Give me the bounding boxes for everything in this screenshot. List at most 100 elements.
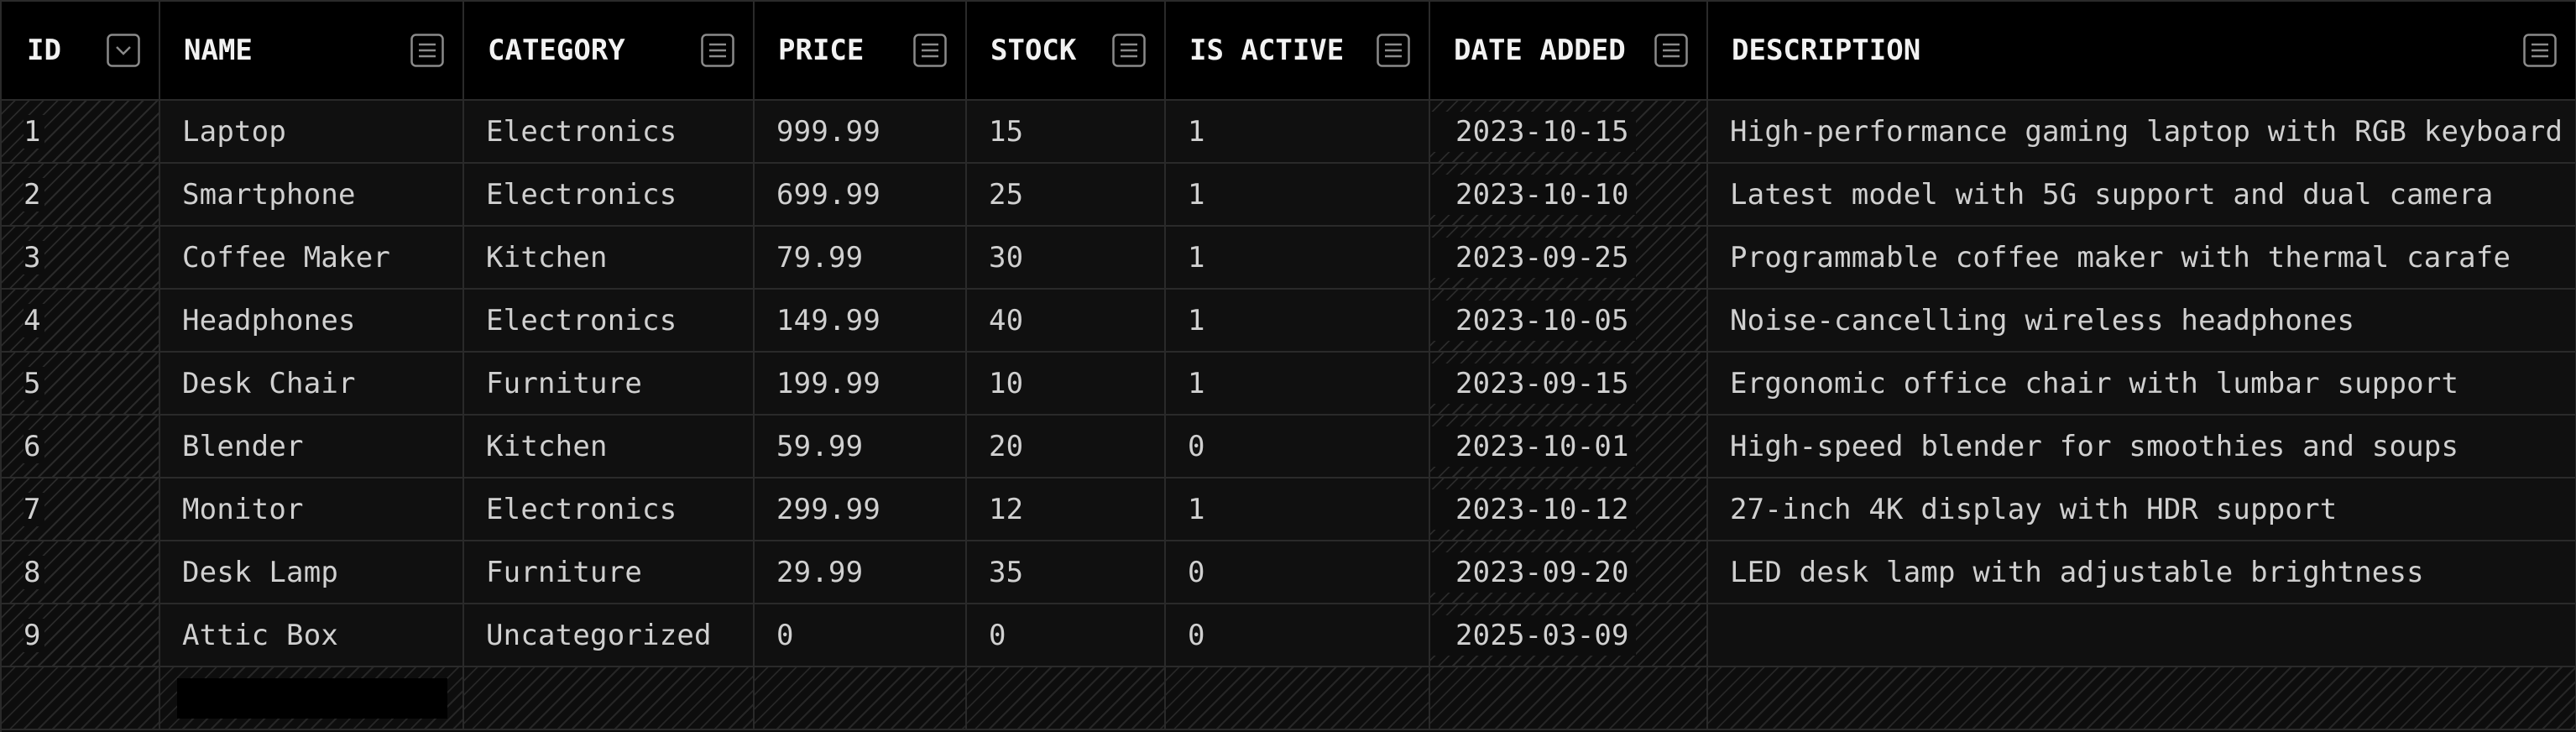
cell-description[interactable]: High-speed blender for smoothies and sou… xyxy=(1707,415,2576,478)
cell-price[interactable]: 999.99 xyxy=(754,100,967,164)
table-row[interactable]: 5 Desk Chair Furniture 199.99 10 1 2023-… xyxy=(2,352,2576,416)
new-row-name-cell[interactable] xyxy=(159,667,464,730)
column-header-category[interactable]: CATEGORY xyxy=(463,2,755,101)
cell-id: 1 xyxy=(2,100,160,164)
cell-is-active[interactable]: 0 xyxy=(1165,415,1430,478)
column-header-id[interactable]: ID xyxy=(2,2,160,101)
cell-is-active[interactable]: 1 xyxy=(1165,163,1430,227)
cell-stock[interactable]: 15 xyxy=(966,100,1166,164)
cell-price[interactable]: 59.99 xyxy=(754,415,967,478)
column-header-label: CATEGORY xyxy=(488,34,625,67)
cell-stock[interactable]: 35 xyxy=(966,541,1166,604)
new-row-id-cell xyxy=(2,667,160,730)
cell-category[interactable]: Electronics xyxy=(463,100,755,164)
cell-id: 3 xyxy=(2,226,160,290)
new-row-date-added-cell[interactable] xyxy=(1429,667,1708,730)
table-row[interactable]: 8 Desk Lamp Furniture 29.99 35 0 2023-09… xyxy=(2,541,2576,604)
new-row-description-cell[interactable] xyxy=(1707,667,2576,730)
cell-id: 6 xyxy=(2,415,160,478)
column-header-price[interactable]: PRICE xyxy=(754,2,967,101)
cell-is-active[interactable]: 0 xyxy=(1165,604,1430,667)
new-row[interactable] xyxy=(2,667,2576,730)
table-row[interactable]: 7 Monitor Electronics 299.99 12 1 2023-1… xyxy=(2,478,2576,541)
column-header-description[interactable]: DESCRIPTION xyxy=(1707,2,2576,101)
new-row-is-active-cell[interactable] xyxy=(1165,667,1430,730)
column-header-label: IS ACTIVE xyxy=(1189,34,1345,67)
column-header-label: NAME xyxy=(184,34,253,67)
cell-name[interactable]: Coffee Maker xyxy=(159,226,464,290)
table-row[interactable]: 2 Smartphone Electronics 699.99 25 1 202… xyxy=(2,163,2576,227)
cell-stock[interactable]: 0 xyxy=(966,604,1166,667)
new-row-price-cell[interactable] xyxy=(754,667,967,730)
column-menu-icon[interactable] xyxy=(410,34,444,67)
cell-price[interactable]: 79.99 xyxy=(754,226,967,290)
cell-stock[interactable]: 40 xyxy=(966,289,1166,353)
cell-stock[interactable]: 10 xyxy=(966,352,1166,416)
cell-stock[interactable]: 30 xyxy=(966,226,1166,290)
chevron-down-icon[interactable] xyxy=(107,34,140,67)
cell-is-active[interactable]: 1 xyxy=(1165,289,1430,353)
cell-category[interactable]: Kitchen xyxy=(463,415,755,478)
table-row[interactable]: 9 Attic Box Uncategorized 0 0 0 2025-03-… xyxy=(2,604,2576,667)
column-header-stock[interactable]: STOCK xyxy=(966,2,1166,101)
cell-id: 5 xyxy=(2,352,160,416)
cell-date-added: 2023-10-05 xyxy=(1429,289,1708,353)
new-row-category-cell[interactable] xyxy=(463,667,755,730)
cell-price[interactable]: 699.99 xyxy=(754,163,967,227)
cell-description[interactable]: 27-inch 4K display with HDR support xyxy=(1707,478,2576,541)
cell-stock[interactable]: 20 xyxy=(966,415,1166,478)
column-menu-icon[interactable] xyxy=(1654,34,1688,67)
table-row[interactable]: 1 Laptop Electronics 999.99 15 1 2023-10… xyxy=(2,100,2576,164)
cell-is-active[interactable]: 1 xyxy=(1165,100,1430,164)
table-row[interactable]: 3 Coffee Maker Kitchen 79.99 30 1 2023-0… xyxy=(2,226,2576,290)
cell-is-active[interactable]: 1 xyxy=(1165,226,1430,290)
column-menu-icon[interactable] xyxy=(1112,34,1146,67)
cell-description[interactable]: Ergonomic office chair with lumbar suppo… xyxy=(1707,352,2576,416)
column-header-label: STOCK xyxy=(990,34,1077,67)
cell-description[interactable]: Programmable coffee maker with thermal c… xyxy=(1707,226,2576,290)
cell-price[interactable]: 29.99 xyxy=(754,541,967,604)
column-header-date-added[interactable]: DATE ADDED xyxy=(1429,2,1708,101)
cell-name[interactable]: Attic Box xyxy=(159,604,464,667)
cell-price[interactable]: 199.99 xyxy=(754,352,967,416)
column-menu-icon[interactable] xyxy=(2523,34,2557,67)
cell-description[interactable]: Noise-cancelling wireless headphones xyxy=(1707,289,2576,353)
cell-name[interactable]: Desk Lamp xyxy=(159,541,464,604)
cell-name[interactable]: Smartphone xyxy=(159,163,464,227)
column-menu-icon[interactable] xyxy=(913,34,947,67)
cell-description[interactable]: High-performance gaming laptop with RGB … xyxy=(1707,100,2576,164)
cell-stock[interactable]: 12 xyxy=(966,478,1166,541)
cell-category[interactable]: Furniture xyxy=(463,541,755,604)
cell-category[interactable]: Electronics xyxy=(463,163,755,227)
column-header-label: DATE ADDED xyxy=(1454,34,1626,67)
cell-description[interactable]: LED desk lamp with adjustable brightness xyxy=(1707,541,2576,604)
cell-description[interactable] xyxy=(1707,604,2576,667)
column-header-is-active[interactable]: IS ACTIVE xyxy=(1165,2,1430,101)
new-row-name-input[interactable] xyxy=(177,677,447,719)
cell-is-active[interactable]: 0 xyxy=(1165,541,1430,604)
cell-stock[interactable]: 25 xyxy=(966,163,1166,227)
cell-price[interactable]: 149.99 xyxy=(754,289,967,353)
cell-name[interactable]: Headphones xyxy=(159,289,464,353)
cell-is-active[interactable]: 1 xyxy=(1165,478,1430,541)
new-row-stock-cell[interactable] xyxy=(966,667,1166,730)
cell-price[interactable]: 0 xyxy=(754,604,967,667)
cell-name[interactable]: Desk Chair xyxy=(159,352,464,416)
cell-price[interactable]: 299.99 xyxy=(754,478,967,541)
cell-category[interactable]: Electronics xyxy=(463,478,755,541)
column-menu-icon[interactable] xyxy=(1377,34,1410,67)
cell-name[interactable]: Monitor xyxy=(159,478,464,541)
cell-category[interactable]: Electronics xyxy=(463,289,755,353)
cell-category[interactable]: Kitchen xyxy=(463,226,755,290)
cell-date-added: 2023-10-10 xyxy=(1429,163,1708,227)
cell-is-active[interactable]: 1 xyxy=(1165,352,1430,416)
cell-name[interactable]: Blender xyxy=(159,415,464,478)
cell-category[interactable]: Furniture xyxy=(463,352,755,416)
table-row[interactable]: 6 Blender Kitchen 59.99 20 0 2023-10-01 … xyxy=(2,415,2576,478)
column-header-name[interactable]: NAME xyxy=(159,2,464,101)
cell-category[interactable]: Uncategorized xyxy=(463,604,755,667)
cell-name[interactable]: Laptop xyxy=(159,100,464,164)
table-row[interactable]: 4 Headphones Electronics 149.99 40 1 202… xyxy=(2,289,2576,353)
column-menu-icon[interactable] xyxy=(701,34,734,67)
cell-description[interactable]: Latest model with 5G support and dual ca… xyxy=(1707,163,2576,227)
